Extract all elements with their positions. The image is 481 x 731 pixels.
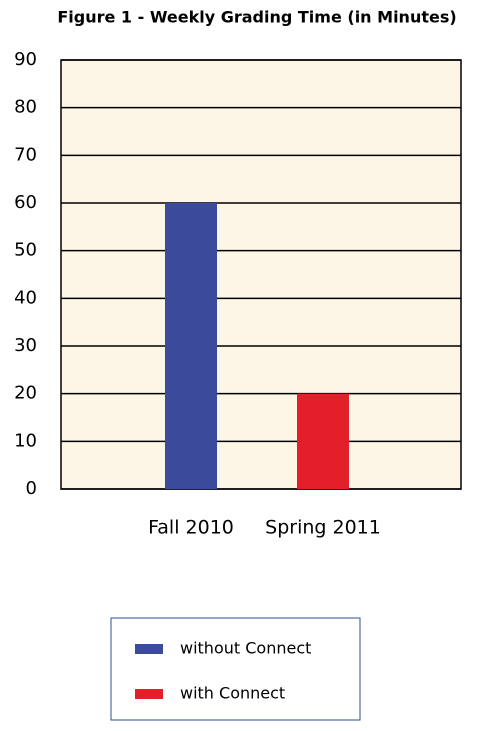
y-tick-label: 0	[26, 478, 37, 499]
plot-area	[61, 60, 461, 489]
y-tick-label: 30	[14, 335, 37, 356]
legend-swatch	[135, 644, 163, 654]
bar	[165, 203, 217, 489]
y-tick-label: 40	[14, 287, 37, 308]
legend-label: without Connect	[180, 639, 311, 658]
legend-label: with Connect	[180, 684, 285, 703]
x-tick-label: Fall 2010	[148, 517, 234, 539]
y-tick-label: 20	[14, 383, 37, 404]
y-tick-label: 90	[14, 49, 37, 70]
legend-swatch	[135, 689, 163, 699]
chart-title: Figure 1 - Weekly Grading Time (in Minut…	[57, 8, 456, 27]
x-tick-label: Spring 2011	[265, 517, 381, 539]
y-tick-label: 60	[14, 192, 37, 213]
legend-box	[110, 617, 361, 721]
y-tick-label: 10	[14, 430, 37, 451]
y-tick-label: 50	[14, 240, 37, 261]
y-tick-label: 70	[14, 144, 37, 165]
bar	[297, 393, 349, 489]
plot-border	[60, 59, 462, 490]
y-tick-label: 80	[14, 97, 37, 118]
